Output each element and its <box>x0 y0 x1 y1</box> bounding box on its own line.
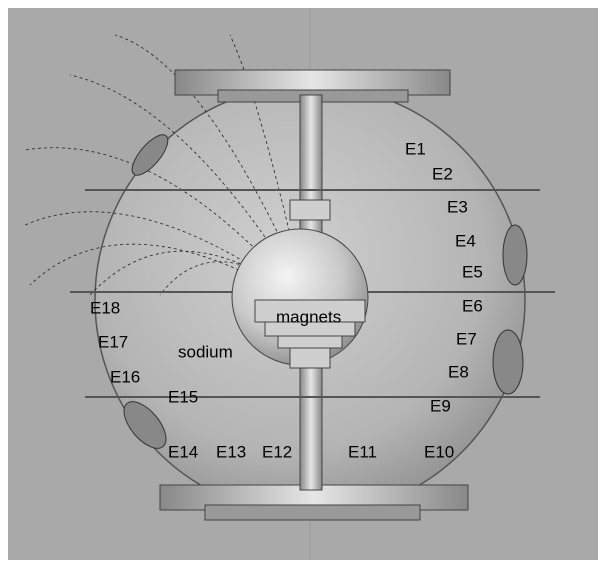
ports <box>123 134 528 449</box>
probe-label: E11 <box>348 442 377 461</box>
probe-label: E9 <box>430 396 451 415</box>
probe-label: E14 <box>168 442 198 461</box>
probe-label: E10 <box>424 442 454 461</box>
probe-label: E17 <box>98 332 128 351</box>
probe-label: E1 <box>405 139 426 158</box>
probe-label: E7 <box>456 329 477 348</box>
sodium-label: sodium <box>178 342 233 361</box>
magnet-stack <box>254 199 366 369</box>
probe-label: E15 <box>168 387 198 406</box>
bottom-flange <box>159 484 469 521</box>
probe-label: E3 <box>447 197 468 216</box>
probe-label: E12 <box>262 442 292 461</box>
probe-label: E2 <box>432 164 453 183</box>
probe-label: E6 <box>462 296 483 315</box>
probe-label: E8 <box>448 362 469 381</box>
probe-label: E18 <box>90 298 120 317</box>
magnets-label: magnets <box>276 307 341 326</box>
probe-label: E13 <box>216 442 246 461</box>
probe-label: E4 <box>455 231 476 250</box>
probe-label: E16 <box>110 367 140 386</box>
probe-label: E5 <box>462 262 483 281</box>
